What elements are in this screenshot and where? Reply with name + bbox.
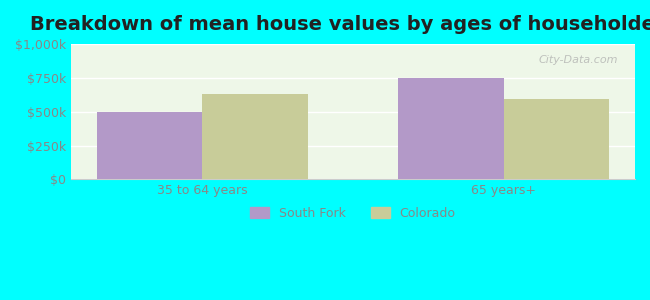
Legend: South Fork, Colorado: South Fork, Colorado	[245, 202, 461, 225]
Bar	[398, 78, 504, 179]
Bar	[97, 112, 202, 179]
Bar	[504, 100, 609, 179]
Title: Breakdown of mean house values by ages of householders: Breakdown of mean house values by ages o…	[30, 15, 650, 34]
Bar	[202, 94, 307, 179]
Text: City-Data.com: City-Data.com	[539, 55, 618, 65]
